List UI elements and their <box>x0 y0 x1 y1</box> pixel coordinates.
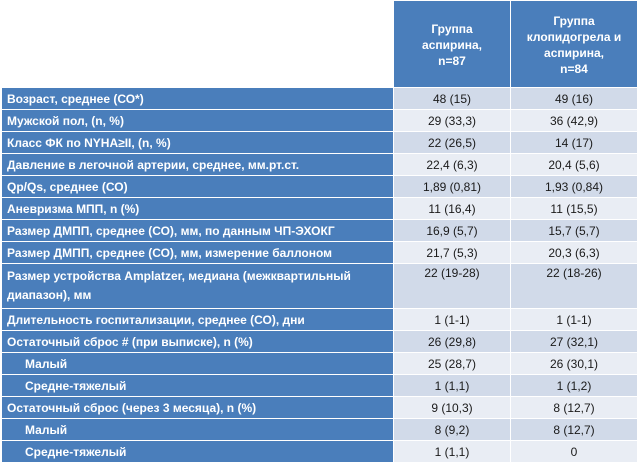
header-blank-cell <box>1 0 394 88</box>
table-row: Давление в легочной артерии, среднее, мм… <box>1 153 638 176</box>
table-row: Малый 8 (9,2) 8 (12,7) <box>1 418 638 441</box>
row-label: Малый <box>1 352 394 375</box>
aspirin-value: 21,7 (5,3) <box>393 241 511 264</box>
clopidogrel-value: 1 (1-1) <box>510 308 638 331</box>
header-line: Группа <box>431 22 473 36</box>
aspirin-value: 9 (10,3) <box>393 396 511 419</box>
row-label: Класс ФК по NYHA≥II, (n, %) <box>1 131 394 154</box>
clopidogrel-value: 11 (15,5) <box>510 197 638 220</box>
table-row: Остаточный сброс (через 3 месяца), n (%)… <box>1 396 638 419</box>
row-label: Мужской пол, (n, %) <box>1 109 394 132</box>
row-label: Возраст, среднее (СО*) <box>1 87 394 110</box>
clopidogrel-value: 8 (12,7) <box>510 418 638 441</box>
aspirin-value: 22 (19-28) <box>393 263 511 309</box>
table-row: Средне-тяжелый 1 (1,1) 0 <box>1 440 638 463</box>
clopidogrel-value: 15,7 (5,7) <box>510 219 638 242</box>
clopidogrel-value: 22 (18-26) <box>510 263 638 309</box>
table-row: Qp/Qs, среднее (СО) 1,89 (0,81) 1,93 (0,… <box>1 175 638 198</box>
row-label: Малый <box>1 418 394 441</box>
row-label: Аневризма МПП, n (%) <box>1 197 394 220</box>
clopidogrel-value: 1,93 (0,84) <box>510 175 638 198</box>
clopidogrel-value: 36 (42,9) <box>510 109 638 132</box>
header-aspirin-group: Группа аспирина, n=87 <box>393 0 511 88</box>
clopidogrel-value: 20,4 (5,6) <box>510 153 638 176</box>
table-row: Возраст, среднее (СО*) 48 (15) 49 (16) <box>1 87 638 110</box>
header-clopidogrel-group: Группа клопидогрела и аспирина, n=84 <box>510 0 638 88</box>
aspirin-value: 22 (26,5) <box>393 131 511 154</box>
header-line: аспирина, <box>422 38 482 52</box>
row-label: Размер ДМПП, среднее (СО), мм, по данным… <box>1 219 394 242</box>
row-label: Остаточный сброс # (при выписке), n (%) <box>1 330 394 353</box>
aspirin-value: 11 (16,4) <box>393 197 511 220</box>
aspirin-value: 16,9 (5,7) <box>393 219 511 242</box>
clopidogrel-value: 26 (30,1) <box>510 352 638 375</box>
row-label: Длительность госпитализации, среднее (СО… <box>1 308 394 331</box>
aspirin-value: 1,89 (0,81) <box>393 175 511 198</box>
table-row: Длительность госпитализации, среднее (СО… <box>1 308 638 331</box>
aspirin-value: 22,4 (6,3) <box>393 153 511 176</box>
row-label: Размер устройства Amplatzer, медиана (ме… <box>1 263 394 309</box>
aspirin-value: 1 (1-1) <box>393 308 511 331</box>
table-row: Размер устройства Amplatzer, медиана (ме… <box>1 263 638 309</box>
row-label: Qp/Qs, среднее (СО) <box>1 175 394 198</box>
clopidogrel-value: 8 (12,7) <box>510 396 638 419</box>
clopidogrel-value: 49 (16) <box>510 87 638 110</box>
header-line: клопидогрела и <box>526 30 622 44</box>
clopidogrel-value: 27 (32,1) <box>510 330 638 353</box>
row-label: Размер ДМПП, среднее (СО), мм, измерение… <box>1 241 394 264</box>
header-line: n=87 <box>438 54 466 68</box>
row-label: Средне-тяжелый <box>1 440 394 463</box>
aspirin-value: 8 (9,2) <box>393 418 511 441</box>
clopidogrel-value: 20,3 (6,3) <box>510 241 638 264</box>
table-row: Класс ФК по NYHA≥II, (n, %) 22 (26,5) 14… <box>1 131 638 154</box>
header-line: Группа <box>553 14 595 28</box>
clopidogrel-value: 1 (1,2) <box>510 374 638 397</box>
table-row: Размер ДМПП, среднее (СО), мм, по данным… <box>1 219 638 242</box>
aspirin-value: 26 (29,8) <box>393 330 511 353</box>
clopidogrel-value: 0 <box>510 440 638 463</box>
table-row: Малый 25 (28,7) 26 (30,1) <box>1 352 638 375</box>
aspirin-value: 25 (28,7) <box>393 352 511 375</box>
clopidogrel-value: 14 (17) <box>510 131 638 154</box>
header-line: аспирина, <box>544 46 604 60</box>
header-row: Группа аспирина, n=87 Группа клопидогрел… <box>1 0 638 88</box>
aspirin-value: 48 (15) <box>393 87 511 110</box>
table-row: Аневризма МПП, n (%) 11 (16,4) 11 (15,5) <box>1 197 638 220</box>
aspirin-value: 1 (1,1) <box>393 374 511 397</box>
row-label: Давление в легочной артерии, среднее, мм… <box>1 153 394 176</box>
row-label: Средне-тяжелый <box>1 374 394 397</box>
table-row: Средне-тяжелый 1 (1,1) 1 (1,2) <box>1 374 638 397</box>
aspirin-value: 29 (33,3) <box>393 109 511 132</box>
table-row: Остаточный сброс # (при выписке), n (%) … <box>1 330 638 353</box>
header-line: n=84 <box>560 62 588 76</box>
table-row: Размер ДМПП, среднее (СО), мм, измерение… <box>1 241 638 264</box>
row-label: Остаточный сброс (через 3 месяца), n (%) <box>1 396 394 419</box>
table-row: Мужской пол, (n, %) 29 (33,3) 36 (42,9) <box>1 109 638 132</box>
aspirin-value: 1 (1,1) <box>393 440 511 463</box>
